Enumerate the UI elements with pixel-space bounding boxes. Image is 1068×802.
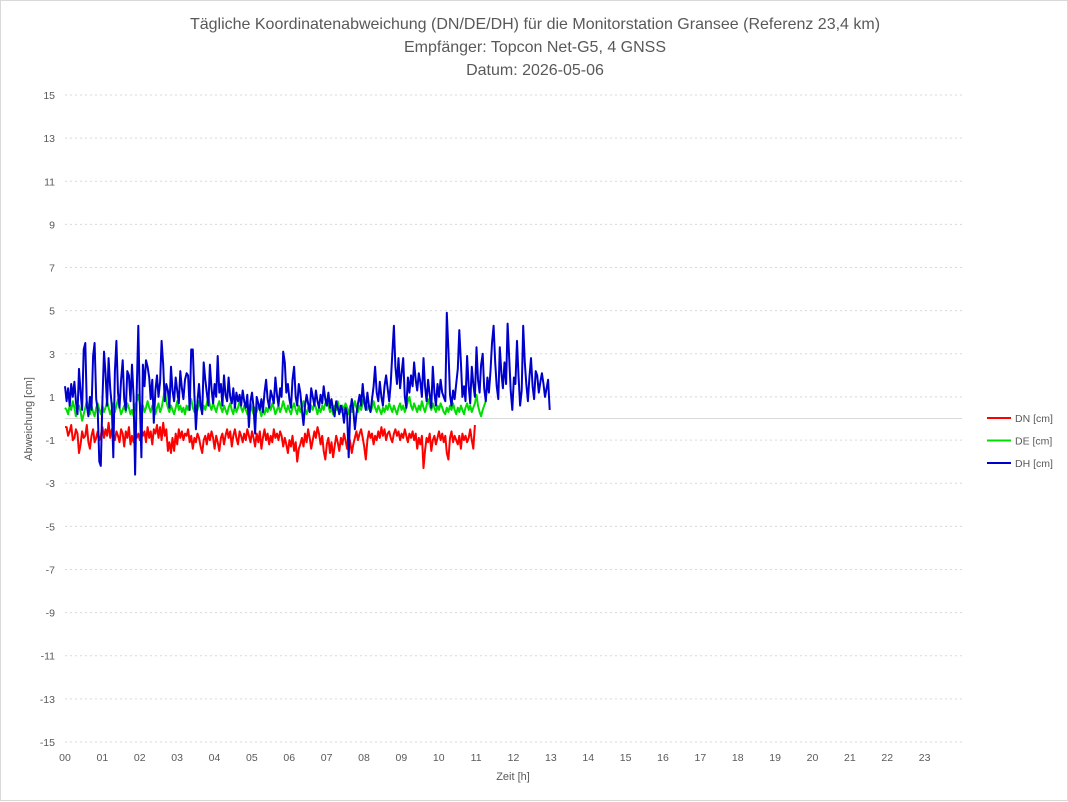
x-tick-label: 00 [59, 752, 71, 764]
y-tick-label: 11 [44, 176, 55, 188]
y-tick-label: 3 [49, 349, 55, 361]
x-tick-label: 09 [396, 752, 408, 764]
x-tick-labels: 00 01 02 03 04 05 06 07 08 09 10 11 12 13 14 15 16 17 18 19… [59, 752, 930, 764]
chart-subtitle: Empfänger: Topcon Net-G5, 4 GNSS [404, 39, 666, 56]
x-tick-label: 15 [620, 752, 632, 764]
x-tick-label: 23 [919, 752, 931, 764]
y-tick-label: -13 [40, 694, 55, 706]
x-tick-label: 02 [134, 752, 146, 764]
legend-label: DH [cm] [1015, 458, 1053, 470]
y-tick-label: 7 [49, 263, 55, 275]
y-tick-label: -9 [46, 608, 55, 620]
y-tick-label: -1 [46, 435, 55, 447]
series-line-dh [64, 311, 551, 476]
y-axis-label: Abweichung [cm] [23, 377, 35, 461]
x-tick-label: 21 [844, 752, 856, 764]
gridlines [65, 94, 962, 743]
x-tick-label: 17 [695, 752, 707, 764]
x-tick-label: 07 [321, 752, 333, 764]
x-tick-label: 14 [582, 752, 594, 764]
x-tick-label: 18 [732, 752, 744, 764]
x-tick-label: 03 [171, 752, 183, 764]
x-tick-label: 20 [807, 752, 819, 764]
x-tick-label: 08 [358, 752, 370, 764]
x-tick-label: 11 [471, 752, 482, 764]
series-lines [64, 311, 551, 476]
y-tick-label: -15 [40, 737, 55, 749]
y-tick-label: 13 [43, 133, 55, 145]
y-tick-label: -11 [41, 651, 56, 663]
y-tick-label: -3 [46, 478, 55, 490]
y-tick-label: 5 [49, 306, 55, 318]
chart-title: Tägliche Koordinatenabweichung (DN/DE/DH… [190, 16, 880, 33]
legend: DN [cm] DE [cm] DH [cm] [987, 413, 1053, 470]
x-tick-label: 16 [657, 752, 669, 764]
series-line-de [64, 389, 487, 422]
x-tick-label: 19 [769, 752, 781, 764]
x-tick-label: 06 [283, 752, 295, 764]
y-tick-label: 9 [49, 219, 55, 231]
x-tick-label: 13 [545, 752, 557, 764]
x-tick-label: 01 [97, 752, 109, 764]
y-tick-label: 1 [49, 392, 55, 404]
chart-date: Datum: 2026-05-06 [466, 62, 604, 79]
legend-label: DN [cm] [1015, 413, 1053, 425]
y-tick-label: -5 [46, 521, 55, 533]
y-tick-label: 15 [43, 90, 55, 102]
y-tick-label: -7 [46, 564, 55, 576]
x-tick-label: 04 [209, 752, 221, 764]
series-line-dn [65, 421, 476, 470]
x-tick-label: 10 [433, 752, 445, 764]
x-tick-label: 05 [246, 752, 258, 764]
x-axis-label: Zeit [h] [496, 771, 530, 783]
legend-label: DE [cm] [1015, 436, 1052, 448]
x-tick-label: 12 [508, 752, 520, 764]
y-tick-labels: 15 13 11 9 7 5 3 1 -1 -3 -5 -7 -9 -11 -13 -15 [40, 90, 55, 749]
x-tick-label: 22 [881, 752, 893, 764]
